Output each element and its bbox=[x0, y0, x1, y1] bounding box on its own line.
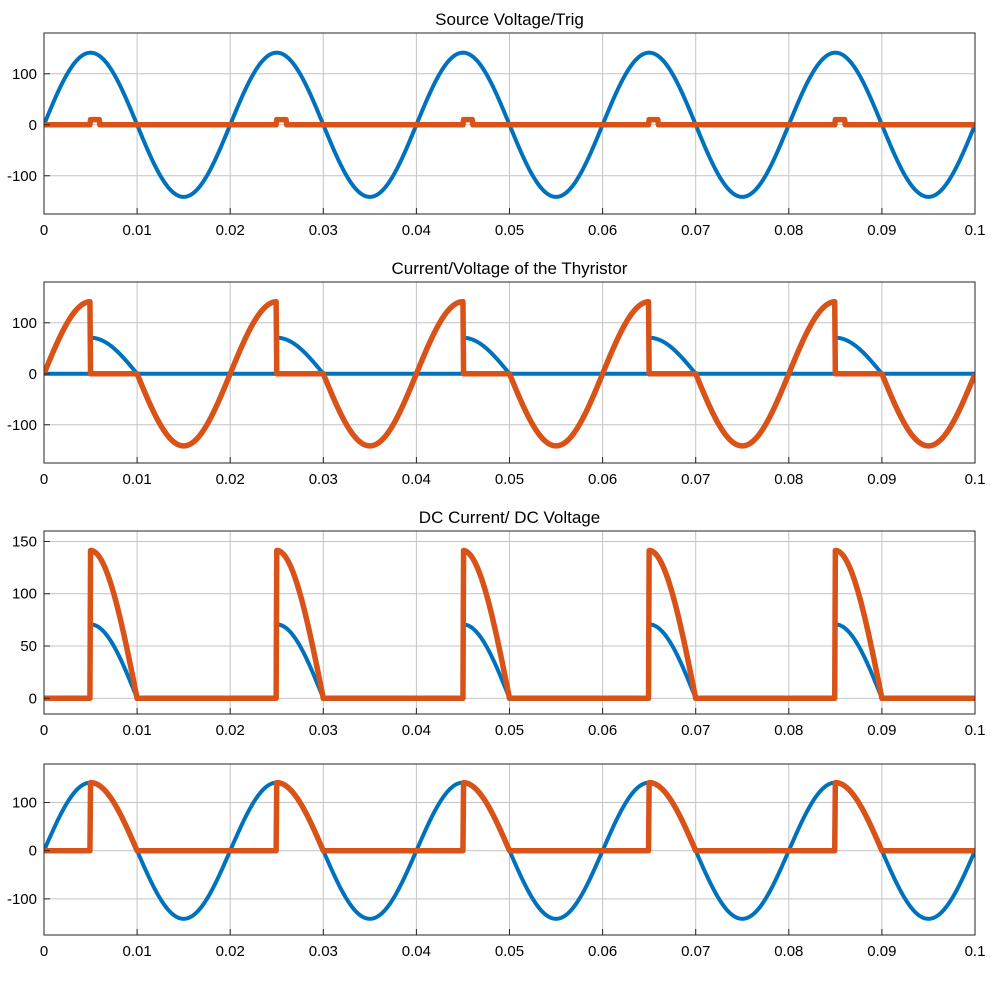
x-tick-label: 0.03 bbox=[309, 471, 338, 488]
x-tick-label: 0.02 bbox=[216, 471, 245, 488]
x-tick-label: 0.04 bbox=[402, 471, 431, 488]
chart-panel-1: 0 0.01 0.02 0.03 0.04 0.05 0.06 0.07 0.08 0.09 0.1… bbox=[7, 10, 985, 239]
x-tick-label: 0.07 bbox=[681, 222, 710, 239]
y-tick-label: 50 bbox=[20, 638, 37, 655]
y-tick-label: 100 bbox=[12, 795, 37, 812]
x-tick-label: 0.08 bbox=[774, 722, 803, 739]
series-line-2 bbox=[44, 298, 975, 449]
x-tick-label: 0.06 bbox=[588, 722, 617, 739]
x-tick-label: 0 bbox=[40, 222, 48, 239]
x-tick-label: 0.02 bbox=[216, 222, 245, 239]
chart-panel-2: 0 0.01 0.02 0.03 0.04 0.05 0.06 0.07 0.08 0.09 0.1… bbox=[7, 259, 985, 488]
x-tick-label: 0 bbox=[40, 943, 48, 960]
chart-panel-3: 0 0.01 0.02 0.03 0.04 0.05 0.06 0.07 0.08 0.09 0.1… bbox=[12, 508, 985, 739]
x-tick-label: 0.05 bbox=[495, 722, 524, 739]
x-tick-label: 0.01 bbox=[122, 722, 151, 739]
x-tick-label: 0.01 bbox=[122, 943, 151, 960]
x-tick-label: 0.09 bbox=[867, 471, 896, 488]
y-tick-label: 100 bbox=[12, 66, 37, 83]
series-line-2 bbox=[44, 779, 975, 854]
x-tick-label: 0.07 bbox=[681, 722, 710, 739]
x-tick-label: 0.05 bbox=[495, 222, 524, 239]
chart-panel-4: 0 0.01 0.02 0.03 0.04 0.05 0.06 0.07 0.08 0.09 0.1… bbox=[7, 763, 986, 960]
x-tick-label: 0.01 bbox=[122, 471, 151, 488]
y-tick-label: -100 bbox=[7, 417, 37, 434]
x-tick-label: 0.03 bbox=[309, 222, 338, 239]
x-tick-label: 0.09 bbox=[867, 722, 896, 739]
x-tick-label: 0.1 bbox=[965, 722, 986, 739]
x-tick-label: 0.1 bbox=[965, 471, 986, 488]
y-tick-label: 0 bbox=[29, 117, 37, 134]
y-tick-label: 100 bbox=[12, 315, 37, 332]
x-tick-label: 0.06 bbox=[588, 471, 617, 488]
x-tick-label: 0.05 bbox=[495, 943, 524, 960]
y-tick-label: 150 bbox=[12, 533, 37, 550]
x-tick-label: 0.02 bbox=[216, 722, 245, 739]
x-tick-label: 0 bbox=[40, 471, 48, 488]
x-tick-label: 0.1 bbox=[965, 943, 986, 960]
x-tick-label: 0.04 bbox=[402, 222, 431, 239]
y-tick-label: -100 bbox=[7, 891, 37, 908]
x-tick-label: 0.08 bbox=[774, 943, 803, 960]
x-tick-label: 0.04 bbox=[402, 722, 431, 739]
x-tick-label: 0.02 bbox=[216, 943, 245, 960]
x-tick-label: 0.01 bbox=[122, 222, 151, 239]
y-tick-label: -100 bbox=[7, 168, 37, 185]
x-tick-label: 0.03 bbox=[309, 722, 338, 739]
x-tick-label: 0.05 bbox=[495, 471, 524, 488]
x-tick-label: 0 bbox=[40, 722, 48, 739]
y-tick-label: 0 bbox=[29, 843, 37, 860]
chart-title: Current/Voltage of the Thyristor bbox=[392, 259, 628, 278]
x-tick-label: 0.09 bbox=[867, 943, 896, 960]
y-tick-label: 0 bbox=[29, 366, 37, 383]
series-line-2 bbox=[44, 547, 975, 702]
x-tick-label: 0.04 bbox=[402, 943, 431, 960]
x-tick-label: 0.03 bbox=[309, 943, 338, 960]
x-tick-label: 0.07 bbox=[681, 471, 710, 488]
x-tick-label: 0.1 bbox=[965, 222, 986, 239]
y-tick-label: 0 bbox=[29, 690, 37, 707]
x-tick-label: 0.07 bbox=[681, 943, 710, 960]
x-tick-label: 0.06 bbox=[588, 943, 617, 960]
x-tick-label: 0.08 bbox=[774, 471, 803, 488]
x-tick-label: 0.06 bbox=[588, 222, 617, 239]
chart-title: Source Voltage/Trig bbox=[435, 10, 584, 29]
chart-title: DC Current/ DC Voltage bbox=[419, 508, 600, 527]
series-line-2 bbox=[44, 116, 975, 128]
x-tick-label: 0.08 bbox=[774, 222, 803, 239]
x-tick-label: 0.09 bbox=[867, 222, 896, 239]
y-tick-label: 100 bbox=[12, 586, 37, 603]
